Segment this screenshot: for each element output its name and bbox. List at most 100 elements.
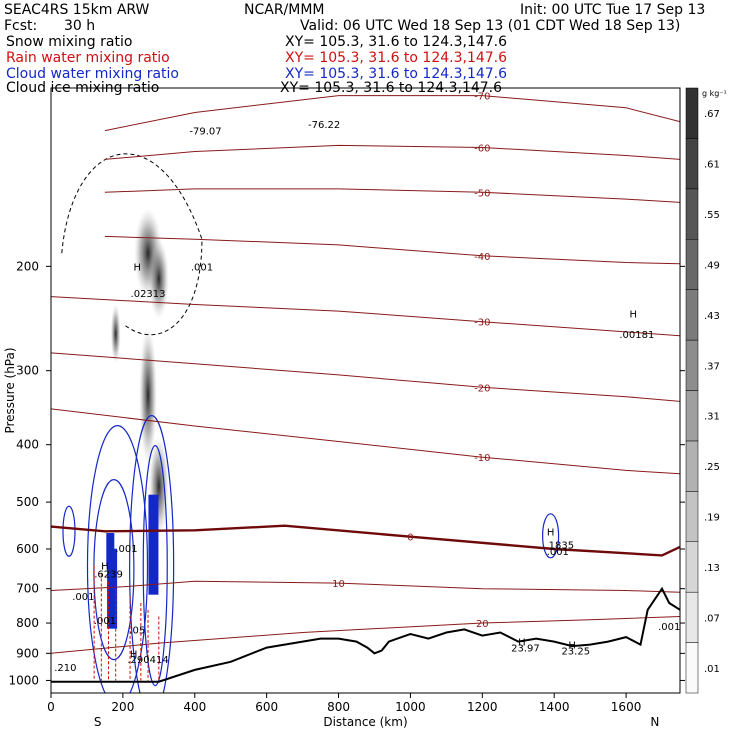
colorbar-swatch [685,642,699,694]
field-rain-xy: XY= 105.3, 31.6 to 124.3,147.6 [285,50,508,66]
x-tick-label: 600 [255,700,278,714]
colorbar-tick-label: .19 [704,513,720,524]
temperature-contour-label: 20 [476,619,489,630]
temperature-contour-label: 10 [332,579,345,590]
colorbar-swatch [685,87,699,139]
temperature-contour-label: -10 [474,453,490,464]
cloud-water-maximum [148,494,159,595]
colorbar-unit-label: g kg⁻¹ [702,89,727,98]
y-tick-label: 400 [16,438,39,452]
temperature-contour [51,296,680,337]
contour-value-label: -79.07 [189,127,221,138]
colorbar-tick-label: .31 [704,412,720,423]
cloud-water-contour [142,445,168,687]
forecast-hour-label: Fcst: [4,18,38,34]
contour-value-label: H [133,262,141,273]
x-tick-label: 800 [327,700,350,714]
plot-frame [50,87,681,694]
colorbar-swatch [685,188,699,240]
colorbar-swatch [685,591,699,643]
colorbar-swatch [685,239,699,290]
colorbar-swatch [685,390,699,442]
temperature-contour-label: -20 [474,383,490,394]
temperature-contour [51,580,680,593]
x-tick-label: 400 [183,700,206,714]
colorbar-tick-label: .67 [704,109,720,120]
field-cloudwater-xy: XY= 105.3, 31.6 to 124.3,147.6 [285,66,508,82]
temperature-contour-label: -60 [474,143,490,154]
temperature-contour [104,235,680,265]
contour-value-label: .001 [72,592,94,603]
contour-value-label: .05 [129,625,145,636]
temperature-contour [104,144,680,160]
colorbar-tick-label: .01 [704,664,720,675]
cloud-water-contour [62,505,76,557]
temperature-contour-label: -50 [474,188,490,199]
snow-shading [110,303,121,364]
contour-value-label: H [101,562,109,573]
colorbar-tick-label: .49 [704,260,720,271]
colorbar-tick-label: .25 [704,462,720,473]
y-tick-label: 700 [16,582,39,596]
contour-value-label: 23.97 [511,644,540,655]
colorbar-tick-label: .07 [704,613,720,624]
contour-value-label: .02313 [131,289,166,300]
contour-value-label: .001 [547,547,569,558]
colorbar-swatch [685,339,699,391]
x-tick-label: 200 [111,700,134,714]
y-tick-label: 900 [16,646,39,660]
organization-label: NCAR/MMM [244,2,325,18]
temperature-contour-label: -70 [474,92,490,103]
colorbar-swatch [685,491,699,543]
cloud-ice-contour [61,153,203,336]
contour-value-label: H [547,527,555,538]
y-tick-label: 600 [16,542,39,556]
contour-value-label: .6239 [94,570,123,581]
terrain-line [51,586,680,683]
contour-value-label: H [630,309,638,320]
colorbar-tick-label: .43 [704,311,720,322]
x-axis-label: Distance (km) [323,715,407,729]
temperature-contour-label: -30 [474,318,490,329]
y-tick-label: 500 [16,495,39,509]
cloud-water-contour [93,479,135,661]
cloud-water-contour [86,425,149,693]
y-tick-label: 300 [16,364,39,378]
temperature-contour [104,188,680,203]
x-tick-label: 1400 [539,700,570,714]
cloud-water-contour [129,415,175,693]
temperature-contour [51,352,680,402]
contour-value-label: .210 [54,663,76,674]
contour-value-label: H [568,641,576,652]
temperature-contour [51,616,680,654]
y-axis-label: Pressure (hPa) [3,347,17,433]
temperature-contour [104,95,680,132]
right-end-label: N [650,715,659,729]
x-tick-label: 1000 [395,700,426,714]
colorbar-tick-label: .13 [704,563,720,574]
contour-value-label: .001 [115,544,137,555]
contour-value-label: H [130,649,138,660]
init-time: Init: 00 UTC Tue 17 Sep 13 [520,2,706,18]
forecast-hour-value: 30 h [64,18,96,34]
x-tick-label: 1600 [611,700,642,714]
colorbar-tick-label: .61 [704,160,720,171]
field-snow-label: Snow mixing ratio [6,34,133,50]
colorbar-tick-label: .37 [704,361,720,372]
left-end-label: S [94,715,102,729]
cloud-water-contour [542,513,560,559]
colorbar-swatch [685,138,699,190]
colorbar-swatch [685,541,699,593]
temperature-contour-label: 0 [407,533,413,544]
temperature-contour-label: -40 [474,252,490,263]
temperature-contour [51,408,680,475]
temperature-contour [51,524,680,557]
colorbar-swatch [685,440,699,492]
contour-value-label: H [518,638,526,649]
snow-shading [148,238,169,319]
contour-value-label: 23.25 [561,646,590,657]
field-rain-label: Rain water mixing ratio [6,50,170,66]
contour-value-label: .00181 [619,330,654,341]
colorbar-tick-label: .55 [704,210,720,221]
